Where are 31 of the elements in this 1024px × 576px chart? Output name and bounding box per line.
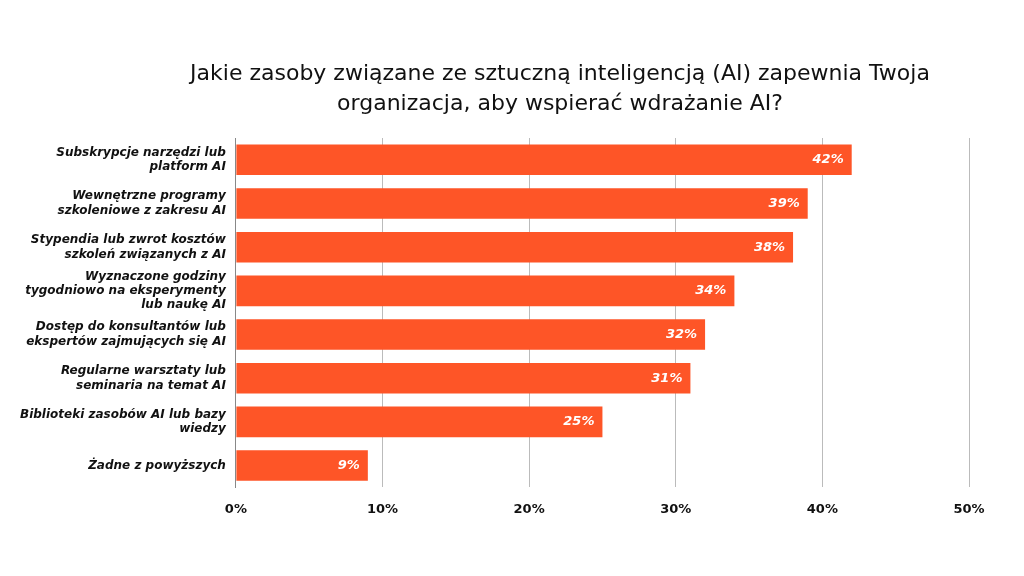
data-label: 9%: [337, 456, 360, 472]
data-label: 31%: [651, 369, 683, 385]
x-tick-label: 0%: [224, 500, 247, 516]
bar: [236, 231, 794, 263]
x-tick-label: 50%: [953, 500, 985, 516]
y-tick-label: Subskrypcje narzędzi lub platform AI: [56, 144, 227, 174]
x-tick-label: 20%: [513, 500, 545, 516]
y-tick-label: Wewnętrzne programy szkoleniowe z zakresu AI: [57, 188, 228, 217]
data-label: 32%: [665, 325, 698, 341]
data-label: 34%: [695, 282, 727, 298]
y-tick-label: Żadne z powyższych: [87, 456, 226, 472]
data-label: 38%: [753, 238, 786, 254]
y-tick-label: Biblioteki zasobów AI lub bazy wiedzy: [19, 406, 228, 436]
y-tick-label: Wyznaczone godziny tygodniowo na eksperymenty lub naukę AI: [25, 268, 228, 312]
bar: [236, 144, 852, 176]
bar: [236, 362, 691, 394]
y-tick-label: Regularne warsztaty lub seminaria na temat AI: [60, 363, 227, 392]
data-label: 39%: [768, 194, 800, 210]
y-tick-label: Dostęp do konsultantów lub ekspertów zajmujących się AI: [26, 319, 227, 348]
x-tick-label: 40%: [806, 500, 838, 516]
bar: [236, 275, 735, 307]
data-label: 25%: [563, 413, 595, 429]
x-tick-label: 10%: [366, 500, 399, 516]
bar: [236, 319, 706, 350]
bar: [236, 188, 808, 219]
data-label: 42%: [811, 151, 844, 167]
y-tick-label: Stypendia lub zwrot kosztów szkoleń związanych z AI: [30, 232, 227, 261]
chart-title: Jakie zasoby związane ze sztuczną inteligencją (AI) zapewnia Twoja organizacja, aby wspierać wdrażanie AI?: [188, 59, 931, 117]
x-tick-label: 30%: [660, 500, 692, 516]
bar: [236, 406, 603, 438]
bar: [236, 450, 368, 481]
